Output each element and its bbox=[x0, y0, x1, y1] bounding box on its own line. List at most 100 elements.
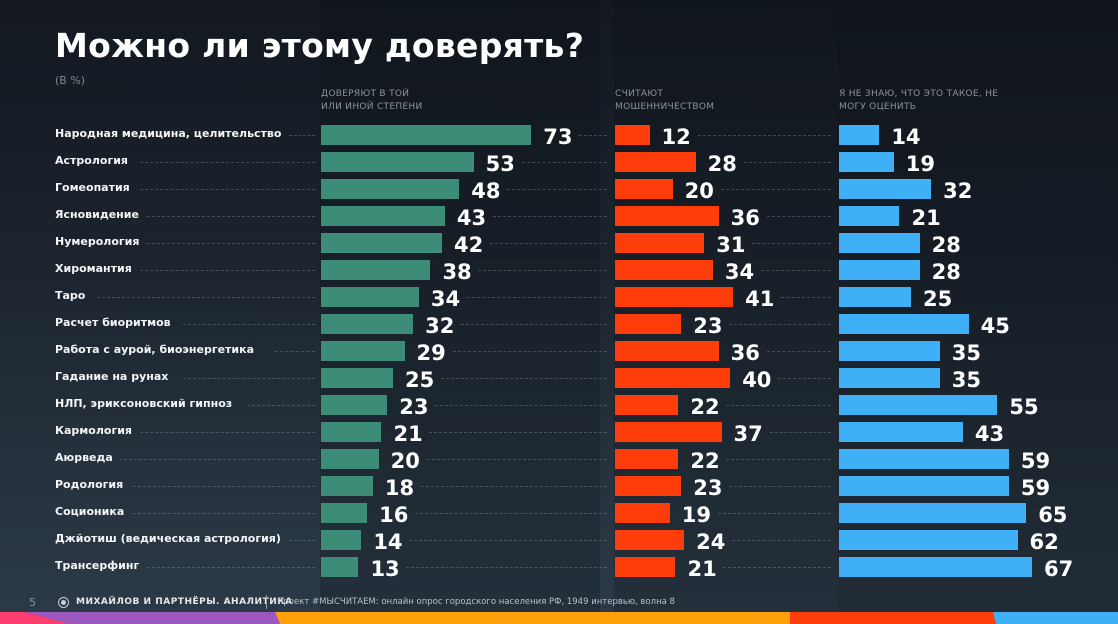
value-label-fraud: 22 bbox=[690, 449, 720, 473]
leader-line bbox=[726, 459, 831, 460]
column-header-unknown: Я не знаю, что это такое, не могу оценит… bbox=[839, 89, 999, 112]
value-label-unknown: 35 bbox=[951, 368, 982, 392]
bar-fraud bbox=[615, 179, 673, 199]
leader-line bbox=[182, 378, 315, 379]
bar-fraud bbox=[615, 449, 679, 469]
bar-unknown bbox=[839, 179, 932, 199]
value-label-unknown: 14 bbox=[891, 125, 921, 149]
value-label-unknown: 59 bbox=[1020, 476, 1051, 500]
bar-fraud bbox=[615, 206, 719, 226]
leader-line bbox=[147, 216, 315, 217]
bar-trust bbox=[321, 341, 405, 361]
bar-unknown bbox=[839, 287, 911, 307]
leader-line bbox=[717, 513, 831, 514]
leader-line bbox=[140, 162, 315, 163]
leader-line bbox=[781, 297, 831, 298]
leader-line bbox=[409, 540, 607, 541]
value-label-fraud: 23 bbox=[693, 314, 723, 338]
bar-fraud bbox=[615, 530, 685, 550]
bar-unknown bbox=[839, 449, 1009, 469]
bar-fraud bbox=[615, 314, 682, 334]
value-label-unknown: 67 bbox=[1043, 557, 1074, 581]
value-label-fraud: 36 bbox=[730, 206, 760, 230]
bar-trust bbox=[321, 152, 474, 172]
bar-unknown bbox=[839, 368, 940, 388]
leader-line bbox=[429, 432, 607, 433]
leader-line bbox=[579, 135, 607, 136]
leader-line bbox=[461, 324, 607, 325]
bar-fraud bbox=[615, 233, 705, 253]
column-header-fraud: Считают мошенничеством bbox=[615, 89, 715, 112]
bar-fraud bbox=[615, 125, 650, 145]
value-label-unknown: 65 bbox=[1038, 503, 1068, 527]
value-label-unknown: 55 bbox=[1009, 395, 1039, 419]
value-label-trust: 18 bbox=[384, 476, 415, 500]
value-label-trust: 38 bbox=[442, 260, 472, 284]
bar-trust bbox=[321, 233, 442, 253]
bar-fraud bbox=[615, 422, 722, 442]
stripe-pink bbox=[0, 612, 70, 624]
page-number: 5 bbox=[29, 596, 36, 609]
category-label: Соционика bbox=[55, 505, 125, 518]
leader-line bbox=[415, 513, 607, 514]
bar-trust bbox=[321, 395, 388, 415]
value-label-fraud: 31 bbox=[716, 233, 746, 257]
leader-line bbox=[147, 567, 315, 568]
value-label-trust: 20 bbox=[390, 449, 420, 473]
leader-line bbox=[466, 297, 607, 298]
value-label-trust: 14 bbox=[373, 530, 403, 554]
category-label: Народная медицина, целительство bbox=[55, 127, 282, 140]
bar-unknown bbox=[839, 476, 1009, 496]
bar-trust bbox=[321, 125, 532, 145]
value-label-unknown: 25 bbox=[923, 287, 953, 311]
leader-line bbox=[752, 243, 831, 244]
leader-line bbox=[118, 459, 315, 460]
category-label: Родология bbox=[55, 478, 124, 491]
category-label: Хиромантия bbox=[55, 262, 132, 275]
value-label-fraud: 28 bbox=[707, 152, 737, 176]
category-label: Гадание на рунах bbox=[55, 370, 169, 383]
project-description: Проект #МЫСЧИТАЕМ: онлайн опрос городско… bbox=[277, 597, 675, 607]
bar-trust bbox=[321, 530, 362, 550]
leader-line bbox=[132, 513, 315, 514]
leader-line bbox=[182, 324, 315, 325]
bar-fraud bbox=[615, 152, 696, 172]
value-label-fraud: 24 bbox=[696, 530, 726, 554]
bar-fraud bbox=[615, 368, 731, 388]
category-label: Кармология bbox=[55, 424, 132, 437]
bar-trust bbox=[321, 206, 445, 226]
leader-line bbox=[729, 324, 831, 325]
category-label: Джйотиш (ведическая астрология) bbox=[55, 532, 281, 545]
leader-line bbox=[441, 378, 607, 379]
leader-line bbox=[246, 405, 315, 406]
value-label-trust: 16 bbox=[379, 503, 409, 527]
leader-line bbox=[140, 432, 315, 433]
leader-line bbox=[726, 405, 831, 406]
leader-line bbox=[478, 270, 607, 271]
stripe-orange bbox=[275, 612, 790, 624]
leader-line bbox=[766, 351, 831, 352]
category-label: Астрология bbox=[55, 154, 128, 167]
footer: 5 МИХАЙЛОВ И ПАРТНЁРЫ. АНАЛИТИКА Проект … bbox=[0, 595, 1118, 612]
leader-line bbox=[274, 351, 315, 352]
leader-line bbox=[778, 378, 831, 379]
bar-fraud bbox=[615, 476, 682, 496]
value-label-trust: 13 bbox=[370, 557, 400, 581]
leader-line bbox=[743, 162, 831, 163]
value-label-unknown: 62 bbox=[1029, 530, 1059, 554]
value-label-trust: 73 bbox=[543, 125, 573, 149]
value-label-unknown: 28 bbox=[931, 233, 961, 257]
value-label-trust: 29 bbox=[416, 341, 446, 365]
value-label-trust: 48 bbox=[471, 179, 501, 203]
category-label: Аюрведа bbox=[55, 451, 113, 464]
value-label-trust: 25 bbox=[405, 368, 435, 392]
bar-trust bbox=[321, 260, 431, 280]
category-label: Трансерфинг bbox=[55, 559, 140, 572]
category-label: Таро bbox=[55, 289, 86, 302]
value-label-fraud: 41 bbox=[745, 287, 775, 311]
category-label: Расчет биоритмов bbox=[55, 316, 171, 329]
bar-trust bbox=[321, 179, 460, 199]
value-label-unknown: 21 bbox=[911, 206, 941, 230]
bar-trust bbox=[321, 476, 373, 496]
value-label-fraud: 34 bbox=[724, 260, 755, 284]
